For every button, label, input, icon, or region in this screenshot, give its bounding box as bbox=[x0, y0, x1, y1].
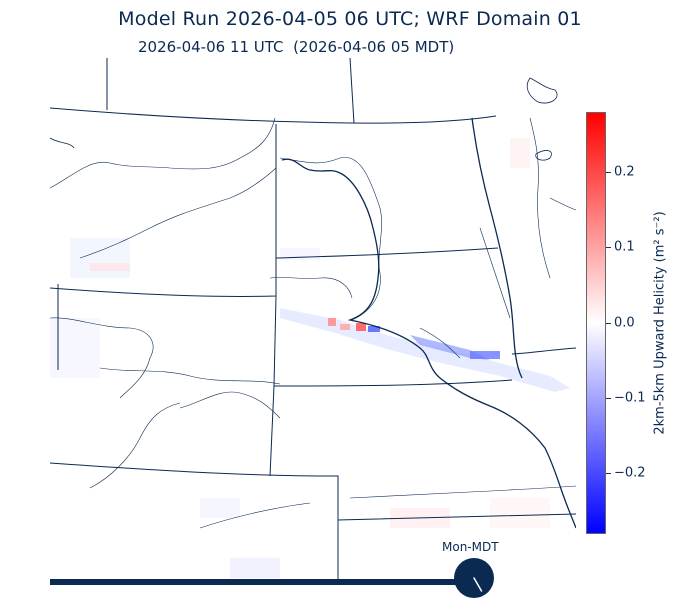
colorbar-tick bbox=[606, 398, 611, 399]
colorbar-tick-label: 0.1 bbox=[614, 239, 635, 255]
page-title: Model Run 2026-04-05 06 UTC; WRF Domain … bbox=[118, 8, 582, 30]
colorbar-tick bbox=[606, 172, 611, 173]
colorbar-tick-label: 0.0 bbox=[614, 315, 635, 331]
colorbar bbox=[586, 112, 606, 534]
major-rivers bbox=[281, 117, 576, 529]
forecast-progress-bar bbox=[50, 579, 474, 585]
colorbar-tick-label: 0.2 bbox=[614, 164, 635, 180]
clock-hour-hand bbox=[473, 577, 483, 592]
helicity-map bbox=[50, 58, 576, 585]
helicity-field bbox=[50, 138, 570, 578]
clock-icon bbox=[454, 558, 494, 598]
colorbar-tick bbox=[606, 323, 611, 324]
state-borders bbox=[50, 58, 576, 585]
colorbar-tick bbox=[606, 473, 611, 474]
lakes bbox=[50, 77, 558, 161]
colorbar-label: 2km-5km Upward Helicity (m² s⁻²) bbox=[652, 211, 668, 435]
colorbar-tick-label: −0.2 bbox=[614, 465, 646, 481]
clock-timezone-label: Mon-MDT bbox=[442, 540, 499, 554]
colorbar-tick-label: −0.1 bbox=[614, 390, 646, 406]
rivers bbox=[50, 117, 576, 529]
valid-time-subtitle: 2026-04-06 11 UTC (2026-04-06 05 MDT) bbox=[138, 38, 455, 56]
colorbar-tick bbox=[606, 247, 611, 248]
